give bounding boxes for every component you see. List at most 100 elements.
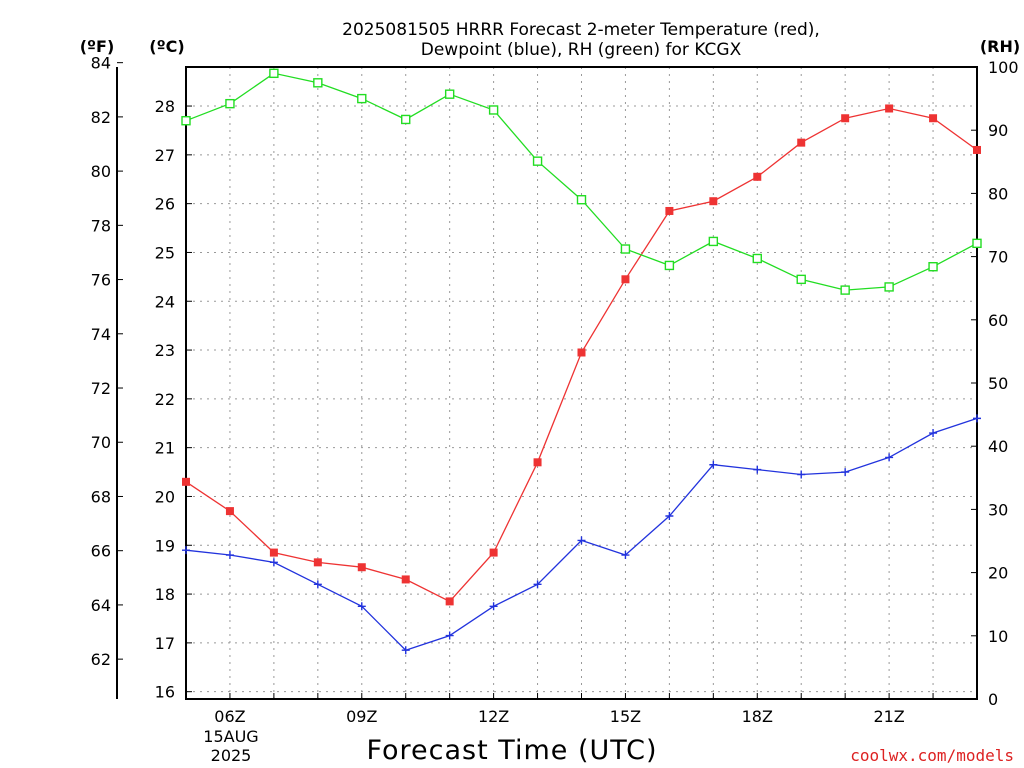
date-label-year: 2025 xyxy=(211,746,252,765)
dewpoint-point xyxy=(577,536,586,545)
celsius-tick-label: 18 xyxy=(155,585,175,604)
fahrenheit-tick-label: 62 xyxy=(91,650,111,669)
celsius-unit-label: (ºC) xyxy=(149,37,184,56)
temperature-point xyxy=(489,548,498,557)
date-label-day: 15AUG xyxy=(203,727,258,746)
x-tick-label: 15Z xyxy=(610,707,641,726)
temperature-point xyxy=(929,114,938,123)
celsius-tick-label: 21 xyxy=(155,439,175,458)
watermark: coolwx.com/models xyxy=(850,746,1014,765)
temperature-point xyxy=(313,558,322,567)
fahrenheit-tick-label: 68 xyxy=(91,487,111,506)
celsius-tick-label: 16 xyxy=(155,683,175,702)
dewpoint-point xyxy=(182,546,190,555)
dewpoint-point xyxy=(401,646,410,655)
rh-tick-label: 50 xyxy=(988,374,1008,393)
rh-tick-label: 70 xyxy=(988,248,1008,267)
dewpoint-point xyxy=(621,551,630,560)
temperature-point xyxy=(665,206,674,215)
series-layer xyxy=(181,68,982,655)
celsius-tick-label: 17 xyxy=(155,634,175,653)
fahrenheit-tick-label: 80 xyxy=(91,162,111,181)
dewpoint-point xyxy=(929,429,938,438)
x-tick-label: 06Z xyxy=(214,707,245,726)
temperature-point xyxy=(621,275,630,284)
rh-tick-label: 20 xyxy=(988,564,1008,583)
rh-tick-label: 100 xyxy=(988,58,1019,77)
celsius-tick-label: 20 xyxy=(155,487,175,506)
dewpoint-point xyxy=(313,580,322,589)
dewpoint-point xyxy=(753,465,762,474)
dewpoint-point xyxy=(973,414,981,423)
rh-point xyxy=(269,68,279,79)
rh-unit-label: (RH) xyxy=(980,37,1020,56)
rh-tick-label: 30 xyxy=(988,500,1008,519)
fahrenheit-tick-label: 70 xyxy=(91,433,111,452)
rh-point xyxy=(840,285,850,295)
rh-point xyxy=(928,262,938,272)
dewpoint-point xyxy=(225,551,234,560)
dewpoint-point xyxy=(533,580,542,589)
rh-tick-label: 40 xyxy=(988,437,1008,456)
rh-tick-label: 90 xyxy=(988,121,1008,140)
fahrenheit-tick-label: 64 xyxy=(91,596,111,615)
x-axis-title: Forecast Time (UTC) xyxy=(366,735,657,766)
temperature-point xyxy=(973,145,981,154)
rh-tick-label: 0 xyxy=(988,690,998,709)
dewpoint-point xyxy=(489,602,498,611)
rh-point xyxy=(225,98,235,109)
temperature-point xyxy=(269,548,278,557)
rh-point xyxy=(752,253,762,264)
dewpoint-point xyxy=(665,511,674,520)
celsius-tick-label: 28 xyxy=(155,97,175,116)
fahrenheit-tick-label: 82 xyxy=(91,108,111,127)
rh-point xyxy=(972,238,982,249)
chart-title-line2: Dewpoint (blue), RH (green) for KCGX xyxy=(421,40,742,60)
rh-point xyxy=(313,78,323,88)
celsius-tick-label: 22 xyxy=(155,390,175,409)
x-tick-label: 21Z xyxy=(873,707,904,726)
rh-point xyxy=(664,260,675,271)
celsius-tick-label: 19 xyxy=(155,536,175,555)
celsius-tick-label: 26 xyxy=(155,195,175,214)
temperature-point xyxy=(885,104,894,113)
celsius-tick-label: 23 xyxy=(155,341,175,360)
temperature-point xyxy=(182,477,190,486)
dewpoint-point xyxy=(841,468,850,477)
temperature-point xyxy=(841,114,850,123)
celsius-tick-label: 25 xyxy=(155,243,175,262)
celsius-tick-label: 24 xyxy=(155,292,175,311)
fahrenheit-tick-label: 84 xyxy=(91,54,111,73)
x-tick-label: 12Z xyxy=(478,707,509,726)
dewpoint-point xyxy=(797,470,806,479)
rh-point xyxy=(620,244,631,254)
rh-tick-label: 10 xyxy=(988,627,1008,646)
temperature-point xyxy=(357,563,366,572)
axes: 62 64 66 68 70 72 74 76 78 80 82 84 16 17 18 19 20 21 22 23… xyxy=(91,54,1019,726)
temperature-point xyxy=(753,172,762,181)
rh-tick-label: 80 xyxy=(988,184,1008,203)
rh-point xyxy=(708,236,719,247)
x-tick-label: 18Z xyxy=(742,707,773,726)
rh-point xyxy=(357,93,367,104)
x-tick-label: 09Z xyxy=(346,707,377,726)
dewpoint-point xyxy=(885,453,894,462)
temperature-point xyxy=(445,597,454,606)
dewpoint-point xyxy=(445,631,454,640)
fahrenheit-tick-label: 78 xyxy=(91,216,111,235)
rh-point xyxy=(444,89,455,99)
rh-point xyxy=(401,114,411,125)
temperature-point xyxy=(797,138,806,147)
rh-point xyxy=(796,274,806,285)
fahrenheit-tick-label: 74 xyxy=(91,325,111,344)
temperature-point xyxy=(533,458,542,467)
chart-title-line1: 2025081505 HRRR Forecast 2-meter Tempera… xyxy=(342,20,820,40)
fahrenheit-tick-label: 66 xyxy=(91,542,111,561)
rh-point xyxy=(532,156,543,166)
fahrenheit-tick-label: 76 xyxy=(91,271,111,290)
fahrenheit-tick-label: 72 xyxy=(91,379,111,398)
temperature-point xyxy=(577,348,586,357)
rh-point xyxy=(576,195,587,205)
rh-point xyxy=(884,282,894,292)
